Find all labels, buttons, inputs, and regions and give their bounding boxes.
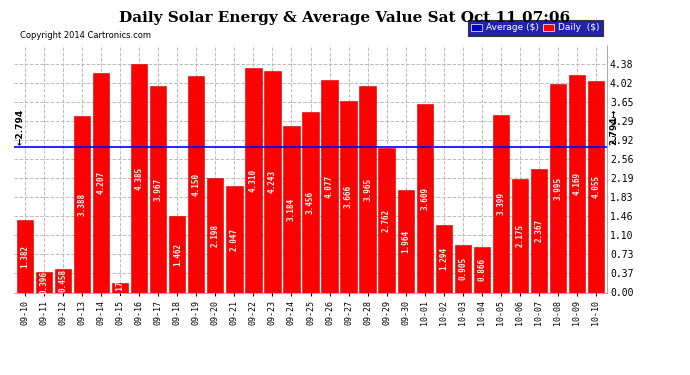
Text: 1.294: 1.294 bbox=[439, 247, 448, 270]
Text: Daily Solar Energy & Average Value Sat Oct 11 07:06: Daily Solar Energy & Average Value Sat O… bbox=[119, 11, 571, 25]
Text: 3.388: 3.388 bbox=[78, 193, 87, 216]
Bar bbox=[169, 216, 186, 292]
Bar bbox=[322, 80, 337, 292]
Text: 3.399: 3.399 bbox=[496, 192, 505, 215]
Text: 3.995: 3.995 bbox=[553, 177, 562, 200]
Text: 0.458: 0.458 bbox=[59, 269, 68, 292]
Bar bbox=[302, 112, 319, 292]
Text: 3.184: 3.184 bbox=[287, 198, 296, 221]
Bar bbox=[264, 71, 281, 292]
Bar bbox=[550, 84, 566, 292]
Text: 2.794→: 2.794→ bbox=[609, 109, 618, 145]
Bar bbox=[150, 86, 166, 292]
Bar bbox=[207, 178, 224, 292]
Bar bbox=[188, 76, 204, 292]
Bar bbox=[112, 283, 128, 292]
Bar bbox=[379, 148, 395, 292]
Bar bbox=[75, 116, 90, 292]
Bar bbox=[55, 268, 71, 292]
Text: 4.385: 4.385 bbox=[135, 166, 144, 190]
Text: 0.866: 0.866 bbox=[477, 258, 486, 282]
Text: 4.150: 4.150 bbox=[192, 173, 201, 196]
Bar bbox=[131, 64, 148, 292]
Text: Copyright 2014 Cartronics.com: Copyright 2014 Cartronics.com bbox=[20, 31, 150, 40]
Bar bbox=[17, 220, 33, 292]
Text: 0.905: 0.905 bbox=[458, 257, 467, 280]
Bar bbox=[246, 68, 262, 292]
Bar bbox=[435, 225, 452, 292]
Text: 0.396: 0.396 bbox=[40, 271, 49, 294]
Bar bbox=[340, 101, 357, 292]
Bar bbox=[93, 73, 110, 292]
Text: 0.178: 0.178 bbox=[116, 276, 125, 299]
Legend: Average ($), Daily  ($): Average ($), Daily ($) bbox=[468, 20, 602, 36]
Text: 2.047: 2.047 bbox=[230, 228, 239, 251]
Text: 1.964: 1.964 bbox=[401, 230, 410, 253]
Text: 3.666: 3.666 bbox=[344, 185, 353, 209]
Text: 3.965: 3.965 bbox=[363, 177, 372, 201]
Text: 3.456: 3.456 bbox=[306, 191, 315, 214]
Text: 4.055: 4.055 bbox=[591, 175, 600, 198]
Bar bbox=[588, 81, 604, 292]
Bar bbox=[284, 126, 299, 292]
Bar bbox=[417, 104, 433, 292]
Bar bbox=[511, 179, 528, 292]
Text: 2.175: 2.175 bbox=[515, 224, 524, 248]
Text: 4.077: 4.077 bbox=[325, 175, 334, 198]
Bar bbox=[36, 272, 52, 292]
Bar bbox=[359, 86, 375, 292]
Bar bbox=[455, 245, 471, 292]
Text: 4.207: 4.207 bbox=[97, 171, 106, 194]
Text: 1.462: 1.462 bbox=[173, 243, 182, 266]
Bar bbox=[531, 169, 546, 292]
Text: 4.243: 4.243 bbox=[268, 170, 277, 194]
Bar bbox=[226, 186, 242, 292]
Text: 2.198: 2.198 bbox=[211, 224, 220, 247]
Text: 3.967: 3.967 bbox=[154, 177, 163, 201]
Text: 2.367: 2.367 bbox=[534, 219, 543, 242]
Text: 1.382: 1.382 bbox=[21, 245, 30, 268]
Bar bbox=[493, 115, 509, 292]
Bar bbox=[473, 248, 490, 292]
Text: ←2.794: ←2.794 bbox=[16, 109, 25, 145]
Text: 2.762: 2.762 bbox=[382, 209, 391, 232]
Bar bbox=[397, 190, 414, 292]
Bar bbox=[569, 75, 585, 292]
Text: 4.310: 4.310 bbox=[249, 168, 258, 192]
Text: 4.169: 4.169 bbox=[572, 172, 581, 195]
Text: 3.609: 3.609 bbox=[420, 187, 429, 210]
